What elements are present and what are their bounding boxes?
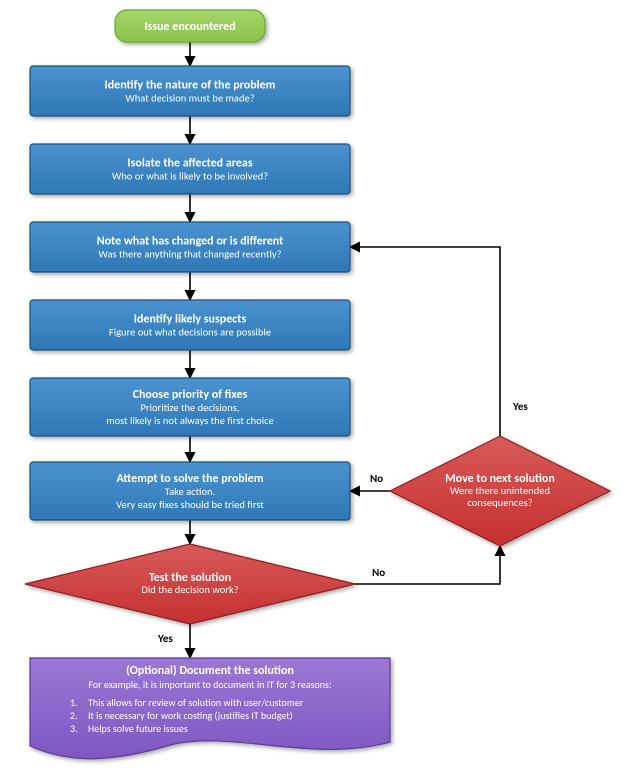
- node-n6-sub-0: Take action.: [165, 485, 215, 498]
- node-n6-title: Attempt to solve the problem: [117, 472, 264, 486]
- node-n5-sub-1: most likely is not always the first choi…: [106, 414, 274, 427]
- node-n3-sub-0: Was there anything that changed recently…: [98, 248, 281, 261]
- node-n1-sub-0: What decision must be made?: [125, 92, 254, 105]
- node-doc-list-1: It is necessary for work costing (justif…: [88, 709, 293, 722]
- node-doc-list-0: This allows for review of solution with …: [88, 696, 304, 709]
- node-d1-sub-0: Did the decision work?: [141, 583, 238, 596]
- node-n3-title: Note what has changed or is different: [97, 235, 284, 249]
- node-n4: Identify likely suspectsFigure out what …: [30, 300, 350, 350]
- node-n1-title: Identify the nature of the problem: [105, 79, 276, 93]
- node-start: Issue encountered: [115, 10, 265, 42]
- edge-label-e9: No: [370, 472, 383, 485]
- edge-label-e8: No: [372, 566, 385, 579]
- node-n6-sub-1: Very easy fixes should be tried first: [116, 498, 264, 511]
- node-n6: Attempt to solve the problemTake action.…: [30, 462, 350, 520]
- node-n5-sub-0: Prioritize the decisions,: [141, 401, 240, 414]
- node-layer: Issue encountered Identify the nature of …: [25, 10, 610, 759]
- edge-label-e7: Yes: [157, 632, 173, 645]
- node-d1: Test the solutionDid the decision work?: [25, 544, 355, 624]
- node-n1: Identify the nature of the problemWhat d…: [30, 66, 350, 116]
- node-d2-sub-1: consequences?: [467, 496, 532, 509]
- node-doc-sub-0: For example, it is important to document…: [88, 678, 331, 691]
- svg-text:1.: 1.: [70, 696, 78, 709]
- edge-label-e10: Yes: [512, 400, 528, 413]
- node-n5: Choose priority of fixesPrioritize the d…: [30, 378, 350, 436]
- node-n5-title: Choose priority of fixes: [133, 388, 248, 402]
- svg-text:2.: 2.: [70, 709, 78, 722]
- node-n4-title: Identify likely suspects: [134, 313, 247, 327]
- node-doc-list-2: Helps solve future issues: [88, 722, 188, 735]
- node-n2-sub-0: Who or what is likely to be involved?: [112, 170, 268, 183]
- edge-e10: [350, 247, 500, 436]
- node-start-title: Issue encountered: [144, 20, 235, 34]
- node-n4-sub-0: Figure out what decisions are possible: [109, 326, 271, 339]
- svg-text:3.: 3.: [70, 722, 78, 735]
- node-n2-title: Isolate the affected areas: [127, 157, 252, 171]
- node-doc: (Optional) Document the solutionFor exam…: [30, 658, 390, 759]
- node-n3: Note what has changed or is differentWas…: [30, 222, 350, 272]
- node-n2: Isolate the affected areasWho or what is…: [30, 144, 350, 194]
- node-doc-title: (Optional) Document the solution: [126, 664, 294, 678]
- node-d2: Move to next solutionWere there unintend…: [390, 436, 610, 546]
